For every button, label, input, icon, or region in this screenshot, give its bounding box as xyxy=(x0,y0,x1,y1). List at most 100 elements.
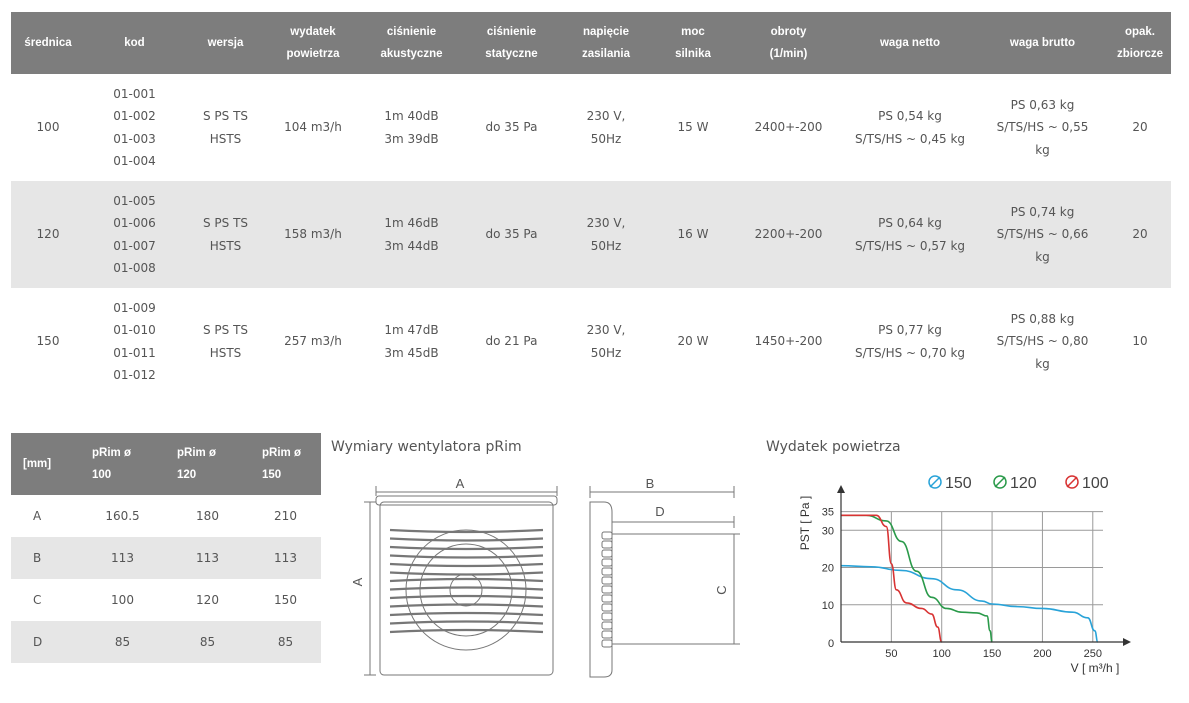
table-cell: PS 0,77 kg S/TS/HS ~ 0,70 kg xyxy=(844,288,976,395)
dimensions-table: [mm] pRim ø 100 pRim ø 120 pRim ø 150 A 160.5 18… xyxy=(11,433,321,663)
table-cell: 1m 40dB 3m 39dB xyxy=(359,74,464,181)
y-tick-label: 35 xyxy=(822,507,834,519)
spec-header-cell: wydatek powietrza xyxy=(267,12,359,74)
legend-label: 120 xyxy=(1010,475,1037,492)
table-cell: 113 xyxy=(80,537,165,579)
legend-item-100: 100 xyxy=(1065,475,1109,492)
header-text: zasilania xyxy=(582,48,630,60)
louver-slat xyxy=(389,528,544,534)
table-cell: B xyxy=(11,537,80,579)
table-row: D 85 85 85 xyxy=(11,621,321,663)
y-tick-label: 20 xyxy=(822,563,834,575)
cell-text: 50Hz xyxy=(590,345,622,360)
cell-text: 3m 45dB xyxy=(384,345,439,360)
dims-header-cell: pRim ø 100 xyxy=(80,433,165,495)
spec-header-cell: ciśnienie statyczne xyxy=(464,12,559,74)
cell-text: 2200+-200 xyxy=(754,227,823,242)
series-line-150 xyxy=(840,564,1099,643)
legend-item-150: 150 xyxy=(928,475,972,492)
fan-impeller xyxy=(419,543,513,637)
cell-text: S/TS/HS ~ 0,80 xyxy=(996,334,1089,349)
cell-text: do 35 Pa xyxy=(485,227,538,242)
cell-text: do 35 Pa xyxy=(485,120,538,135)
x-tick-label: 50 xyxy=(885,648,897,660)
cell-text: 1m 47dB xyxy=(384,323,439,337)
table-cell: 120 xyxy=(196,593,219,607)
side-rib xyxy=(601,540,613,549)
table-cell: A xyxy=(33,509,42,523)
header-text: ciśnienie xyxy=(486,26,537,38)
x-tick-label: 200 xyxy=(1033,648,1051,660)
spec-table: średnica kod wersja wydatek powietrza ciśnien… xyxy=(11,12,1171,395)
side-rib xyxy=(601,567,613,576)
table-cell: PS 0,88 kg S/TS/HS ~ 0,80 kg xyxy=(976,288,1109,395)
series-line-120 xyxy=(841,514,993,643)
cell-text: 15 W xyxy=(677,120,709,135)
header-text: wydatek xyxy=(290,26,336,38)
header-text: średnica xyxy=(24,37,72,49)
header-text: pRim ø xyxy=(262,447,301,459)
header-text: silnika xyxy=(675,48,711,60)
table-cell: 2400+-200 xyxy=(733,74,844,181)
louver-slat xyxy=(389,537,544,542)
table-cell: 230 V, 50Hz xyxy=(559,74,653,181)
x-axis-label: V [ m³/h ] xyxy=(1071,661,1120,675)
origin-label: 0 xyxy=(828,638,834,650)
spec-header-cell: napięcie zasilania xyxy=(559,12,653,74)
cell-text: 16 W xyxy=(677,227,709,242)
header-text: waga netto xyxy=(879,37,941,49)
x-axis-arrow xyxy=(1123,638,1131,646)
side-rib xyxy=(601,558,613,567)
spec-header-cell: waga brutto xyxy=(976,12,1109,74)
table-cell: 150 xyxy=(274,593,297,607)
header-text: wersja xyxy=(207,37,244,49)
louver-slat xyxy=(389,620,544,625)
spec-header-cell: waga netto xyxy=(844,12,976,74)
side-rib xyxy=(601,603,613,612)
header-text: moc xyxy=(681,26,705,38)
cell-text: HSTS xyxy=(209,238,242,253)
fan-front-frame xyxy=(379,501,554,676)
cell-text: 3m 44dB xyxy=(384,238,439,253)
header-text: powietrza xyxy=(286,48,340,60)
table-row: 100 01-001 01-002 01-003 01-004 S PS TS HSTS 10… xyxy=(11,74,1171,181)
cell-text: S PS TS xyxy=(202,109,249,123)
louver-slat xyxy=(389,594,544,600)
header-text: [mm] xyxy=(23,458,52,470)
spec-header-cell: obroty (1/min) xyxy=(733,12,844,74)
cell-text: 01-003 xyxy=(113,131,156,146)
table-cell: S PS TS HSTS xyxy=(184,74,267,181)
side-rib xyxy=(601,585,613,594)
cell-text: S PS TS xyxy=(202,323,249,337)
legend-marker-icon xyxy=(928,475,942,489)
cell-text: 01-004 xyxy=(113,154,156,168)
cell-text: do 21 Pa xyxy=(485,334,538,349)
cell-text: S/TS/HS ~ 0,45 kg xyxy=(854,131,966,146)
cell-text: 257 m3/h xyxy=(284,334,342,349)
table-cell: 10 xyxy=(1109,288,1171,395)
dim-label-a-side: A xyxy=(350,577,365,586)
table-cell: 113 xyxy=(165,537,250,579)
table-cell: PS 0,54 kg S/TS/HS ~ 0,45 kg xyxy=(844,74,976,181)
table-cell: S PS TS HSTS xyxy=(184,288,267,395)
cell-text: 01-012 xyxy=(113,368,156,382)
louver-slat xyxy=(389,628,544,634)
table-cell: do 35 Pa xyxy=(464,74,559,181)
cell-text: 01-001 xyxy=(113,86,156,101)
louver-slat xyxy=(389,554,544,559)
cell-text: 01-002 xyxy=(113,109,156,123)
chart-title: Wydatek powietrza xyxy=(766,439,901,455)
spec-header-cell: moc silnika xyxy=(653,12,733,74)
table-cell: 85 xyxy=(165,621,250,663)
table-cell: 20 xyxy=(1109,74,1171,181)
cell-text: kg xyxy=(1035,142,1050,157)
table-cell: 230 V, 50Hz xyxy=(559,288,653,395)
cell-text: 01-008 xyxy=(113,261,156,275)
table-cell: 180 xyxy=(196,509,219,523)
cell-text: 01-005 xyxy=(113,193,156,208)
header-text: ciśnienie xyxy=(386,26,437,38)
header-text: 150 xyxy=(262,469,282,481)
header-text: pRim ø xyxy=(92,447,131,459)
cell-text: 230 V, xyxy=(586,216,626,230)
cell-text: 158 m3/h xyxy=(284,227,342,242)
